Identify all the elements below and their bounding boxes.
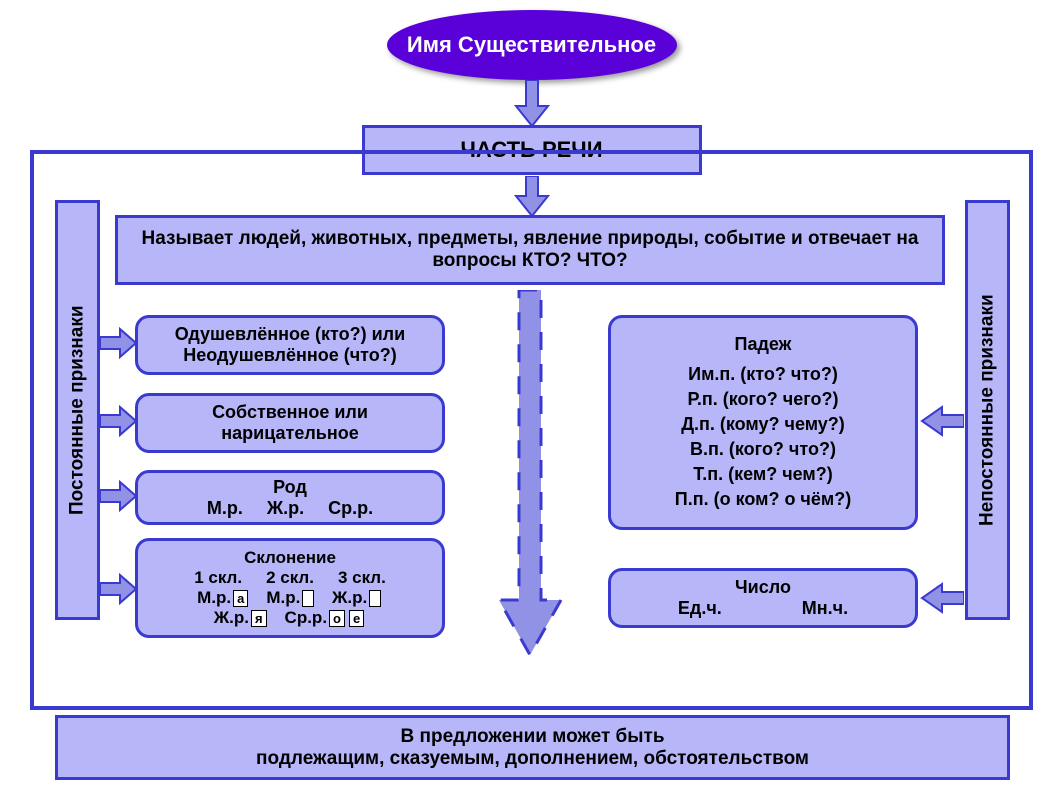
- arrow-left-4: [100, 573, 138, 605]
- case-gen: Р.п. (кого? чего?): [688, 387, 839, 412]
- arrow-left-3: [100, 480, 138, 512]
- declension-cols: 1 скл. 2 скл. 3 скл.: [194, 568, 386, 588]
- number-title: Число: [735, 577, 791, 598]
- part-of-speech-box: ЧАСТЬ РЕЧИ: [362, 125, 702, 175]
- decl-col3: 3 скл.: [338, 568, 386, 588]
- animacy-box: Одушевлённое (кто?) или Неодушевлённое (…: [135, 315, 445, 375]
- arrow-right-1: [920, 405, 964, 437]
- syntax-role-box: В предложении может быть подлежащим, ска…: [55, 715, 1010, 780]
- proper-box: Собственное или нарицательное: [135, 393, 445, 453]
- d2r1: Ж.р.я: [214, 608, 269, 628]
- case-box: Падеж Им.п. (кто? что?) Р.п. (кого? чего…: [608, 315, 918, 530]
- number-box: Число Ед.ч. Мн.ч.: [608, 568, 918, 628]
- arrow-left-1: [100, 327, 138, 359]
- number-sg: Ед.ч.: [678, 598, 722, 619]
- gender-title: Род: [273, 477, 307, 498]
- animacy-text: Одушевлённое (кто?) или Неодушевлённое (…: [148, 324, 432, 366]
- case-acc: В.п. (кого? что?): [690, 437, 836, 462]
- arrow-right-2: [920, 582, 964, 614]
- arrow-part-to-def: [512, 176, 552, 218]
- title-oval: Имя Существительное: [387, 10, 677, 80]
- variable-features-label: Непостоянные признаки: [965, 200, 1010, 620]
- arrow-title-to-part: [512, 80, 552, 128]
- case-pre: П.п. (о ком? о чём?): [675, 487, 851, 512]
- gender-m: М.р.: [207, 498, 243, 519]
- definition-text: Называет людей, животных, предметы, явле…: [128, 228, 932, 272]
- case-ins: Т.п. (кем? чем?): [693, 462, 832, 487]
- gender-f: Ж.р.: [267, 498, 304, 519]
- definition-box: Называет людей, животных, предметы, явле…: [115, 215, 945, 285]
- permanent-features-text: Постоянные признаки: [67, 305, 89, 515]
- decl-col1: 1 скл.: [194, 568, 242, 588]
- gender-box: Род М.р. Ж.р. Ср.р.: [135, 470, 445, 525]
- syntax-text: В предложении может быть подлежащим, ска…: [256, 726, 809, 770]
- case-dat: Д.п. (кому? чему?): [681, 412, 845, 437]
- proper-text: Собственное или нарицательное: [148, 402, 432, 444]
- d1r1: М.р.а: [197, 588, 250, 608]
- case-nom: Им.п. (кто? что?): [688, 362, 838, 387]
- declension-title: Склонение: [244, 548, 336, 568]
- central-arrow: [495, 290, 565, 660]
- number-pl: Мн.ч.: [802, 598, 848, 619]
- part-of-speech-label: ЧАСТЬ РЕЧИ: [460, 137, 602, 163]
- gender-n: Ср.р.: [328, 498, 373, 519]
- d2r2: Ср.р.ое: [285, 608, 367, 628]
- declension-row2: Ж.р.я Ср.р.ое: [214, 608, 366, 628]
- declension-row1: М.р.а М.р. Ж.р.: [197, 588, 383, 608]
- arrow-left-2: [100, 405, 138, 437]
- d1r3: Ж.р.: [332, 588, 383, 608]
- decl-col2: 2 скл.: [266, 568, 314, 588]
- declension-box: Склонение 1 скл. 2 скл. 3 скл. М.р.а М.р…: [135, 538, 445, 638]
- case-title: Падеж: [735, 332, 792, 357]
- permanent-features-label: Постоянные признаки: [55, 200, 100, 620]
- d1r2: М.р.: [266, 588, 316, 608]
- number-row: Ед.ч. Мн.ч.: [678, 598, 848, 619]
- variable-features-text: Непостоянные признаки: [977, 294, 999, 526]
- title-text: Имя Существительное: [407, 32, 656, 58]
- gender-row: М.р. Ж.р. Ср.р.: [207, 498, 373, 519]
